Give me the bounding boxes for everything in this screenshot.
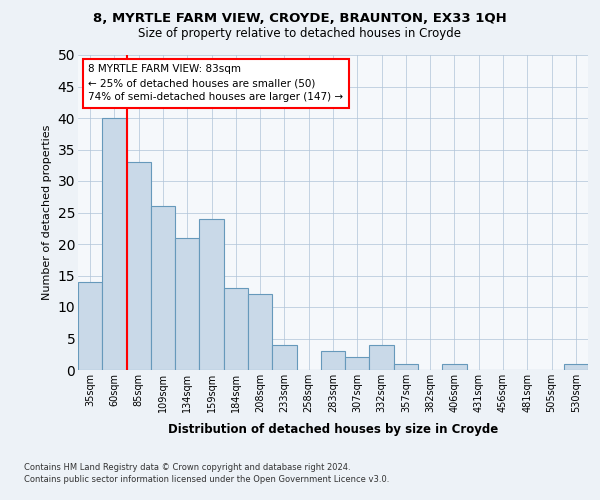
Text: 8, MYRTLE FARM VIEW, CROYDE, BRAUNTON, EX33 1QH: 8, MYRTLE FARM VIEW, CROYDE, BRAUNTON, E… bbox=[93, 12, 507, 26]
Text: Distribution of detached houses by size in Croyde: Distribution of detached houses by size … bbox=[168, 422, 498, 436]
Bar bbox=[199, 219, 224, 370]
Text: Contains public sector information licensed under the Open Government Licence v3: Contains public sector information licen… bbox=[24, 475, 389, 484]
Bar bbox=[175, 238, 199, 370]
Bar bbox=[102, 118, 127, 370]
Bar bbox=[564, 364, 588, 370]
Bar bbox=[442, 364, 467, 370]
Bar bbox=[345, 358, 370, 370]
Bar bbox=[78, 282, 102, 370]
Bar bbox=[224, 288, 248, 370]
Bar bbox=[127, 162, 151, 370]
Bar bbox=[272, 345, 296, 370]
Text: Contains HM Land Registry data © Crown copyright and database right 2024.: Contains HM Land Registry data © Crown c… bbox=[24, 462, 350, 471]
Bar bbox=[151, 206, 175, 370]
Text: Size of property relative to detached houses in Croyde: Size of property relative to detached ho… bbox=[139, 28, 461, 40]
Bar bbox=[394, 364, 418, 370]
Y-axis label: Number of detached properties: Number of detached properties bbox=[42, 125, 52, 300]
Text: 8 MYRTLE FARM VIEW: 83sqm
← 25% of detached houses are smaller (50)
74% of semi-: 8 MYRTLE FARM VIEW: 83sqm ← 25% of detac… bbox=[88, 64, 343, 102]
Bar bbox=[321, 351, 345, 370]
Bar bbox=[370, 345, 394, 370]
Bar bbox=[248, 294, 272, 370]
